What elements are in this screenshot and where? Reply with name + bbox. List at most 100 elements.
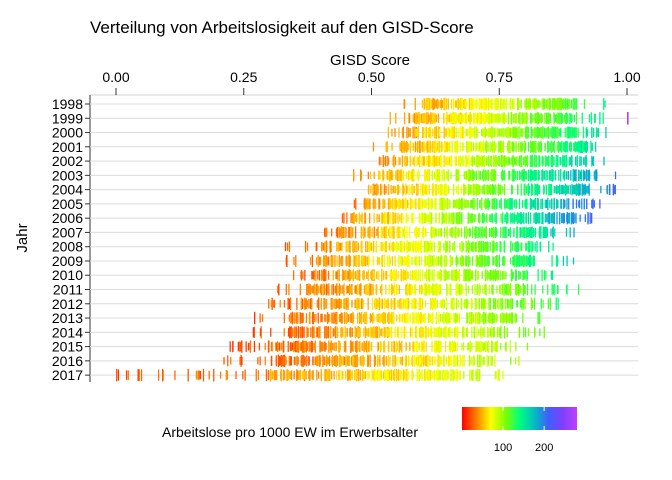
data-mark [406, 156, 408, 166]
data-mark [513, 113, 515, 123]
data-mark [297, 340, 300, 353]
data-mark [359, 283, 362, 296]
data-mark [342, 356, 344, 366]
data-mark [417, 170, 419, 180]
data-mark [259, 313, 261, 323]
data-mark [287, 328, 290, 337]
data-mark [560, 127, 562, 138]
y-tick-label: 1998 [52, 96, 83, 112]
data-mark [397, 200, 400, 208]
data-mark [364, 227, 366, 238]
data-mark [357, 283, 359, 296]
data-mark [353, 171, 355, 179]
data-mark [507, 126, 509, 139]
data-mark [497, 113, 499, 124]
data-mark [445, 228, 448, 236]
data-mark [423, 140, 425, 153]
data-mark [496, 340, 499, 353]
data-mark [356, 354, 358, 367]
data-mark [421, 113, 423, 123]
data-mark [232, 341, 234, 352]
data-mark [547, 98, 549, 110]
data-mark [546, 227, 548, 238]
data-mark [404, 256, 407, 266]
data-mark [513, 156, 515, 166]
data-mark [393, 340, 395, 353]
data-mark [417, 183, 419, 196]
data-mark [377, 270, 379, 281]
data-mark [403, 112, 406, 125]
data-mark [382, 155, 384, 167]
data-mark [449, 228, 451, 236]
data-mark [335, 370, 338, 380]
data-mark [399, 157, 401, 165]
data-mark [435, 100, 437, 108]
data-mark [340, 299, 342, 309]
data-mark [323, 269, 325, 281]
data-mark [507, 313, 509, 323]
data-mark [583, 157, 585, 165]
data-mark [527, 169, 530, 182]
data-mark [354, 354, 357, 367]
data-mark [456, 212, 459, 225]
data-mark [400, 169, 402, 182]
data-mark [460, 299, 463, 309]
data-mark [580, 140, 583, 153]
data-mark [425, 355, 428, 367]
data-mark [567, 170, 570, 180]
data-mark [293, 356, 295, 366]
data-mark [270, 327, 272, 337]
data-mark [413, 341, 415, 352]
data-mark [506, 327, 508, 338]
data-mark [463, 184, 465, 195]
data-mark [433, 255, 435, 267]
data-mark [405, 142, 407, 152]
data-mark [427, 141, 430, 153]
data-mark [468, 114, 471, 123]
data-mark [537, 126, 539, 139]
data-mark [552, 284, 555, 295]
data-mark [594, 141, 597, 152]
data-mark [411, 257, 414, 265]
data-mark [523, 113, 525, 124]
data-mark [421, 313, 423, 323]
data-mark [434, 228, 436, 237]
data-mark [486, 128, 488, 137]
data-mark [304, 240, 307, 253]
data-mark [504, 298, 507, 310]
data-mark [556, 255, 558, 267]
data-mark [555, 154, 557, 168]
data-mark [533, 297, 536, 310]
data-mark [270, 300, 273, 308]
data-mark [409, 314, 412, 322]
row-2016 [223, 354, 520, 368]
data-mark [428, 155, 431, 167]
data-mark [478, 212, 481, 224]
data-mark [410, 284, 412, 295]
data-mark [340, 357, 343, 365]
data-mark [328, 256, 330, 266]
data-mark [429, 199, 431, 209]
data-mark [487, 341, 489, 352]
data-mark [494, 114, 496, 123]
data-mark [381, 241, 383, 252]
data-mark [290, 356, 292, 366]
data-mark [485, 283, 487, 296]
data-mark [449, 340, 451, 353]
data-mark [416, 354, 418, 368]
data-mark [481, 213, 484, 224]
data-mark [420, 183, 422, 196]
data-mark [140, 369, 143, 382]
data-mark [337, 355, 339, 366]
data-mark [559, 213, 561, 223]
data-mark [542, 299, 544, 308]
data-mark [495, 341, 497, 352]
data-mark [476, 256, 478, 266]
data-mark [557, 126, 559, 139]
data-mark [383, 242, 386, 252]
data-mark [504, 198, 506, 210]
data-mark [565, 141, 567, 153]
data-mark [465, 128, 467, 137]
data-mark [357, 255, 359, 266]
data-mark [443, 255, 446, 267]
